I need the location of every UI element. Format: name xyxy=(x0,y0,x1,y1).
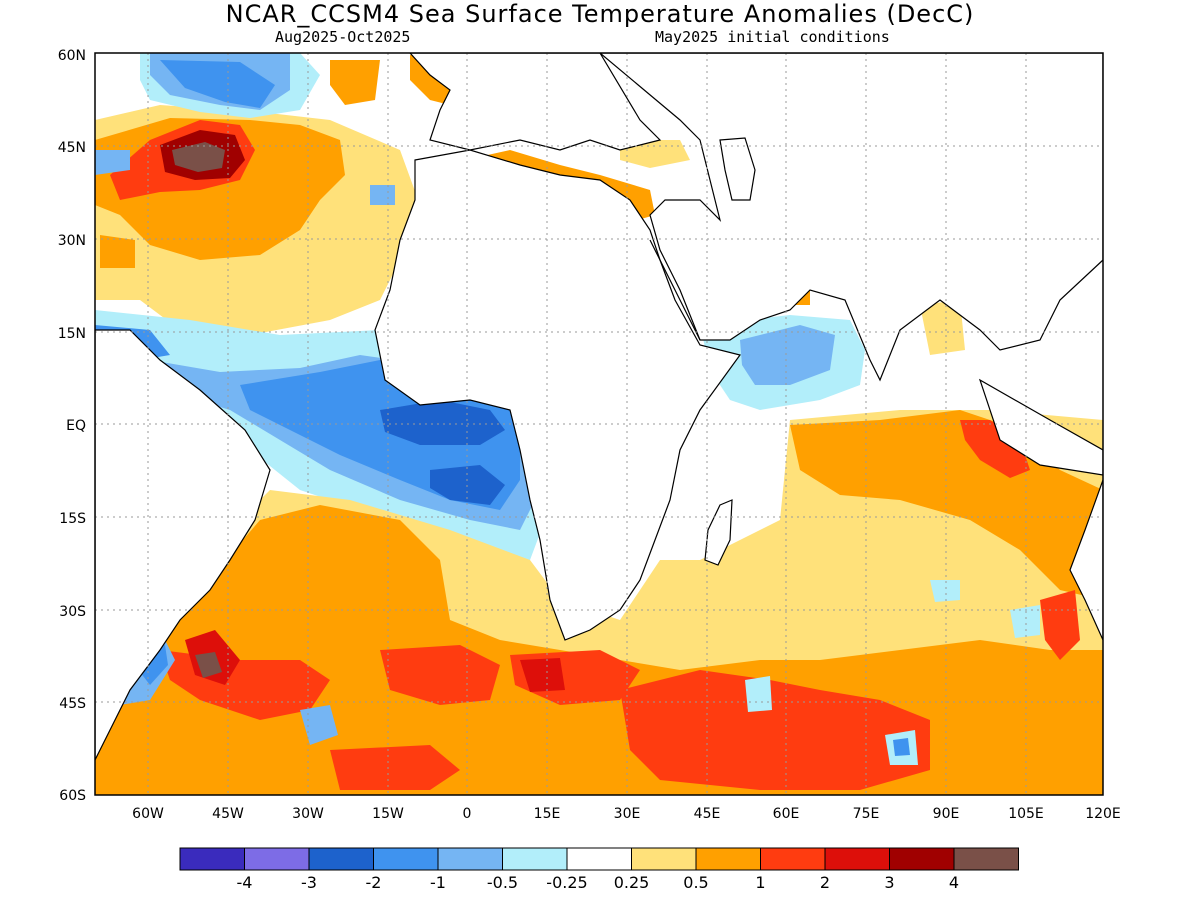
anomaly-region xyxy=(893,738,910,756)
sst-anomaly-field xyxy=(95,53,1103,795)
colorbar-tick-label: -3 xyxy=(301,873,317,892)
lon-label: 15W xyxy=(372,806,404,822)
anomaly-region xyxy=(300,705,338,745)
colorbar-swatch xyxy=(631,847,697,871)
lon-label: 105E xyxy=(1008,806,1044,822)
anomaly-region xyxy=(920,300,965,355)
colorbar-tick-label: 2 xyxy=(820,873,830,892)
latitude-labels: 60N 45N 30N 15N EQ 15S 30S 45S 60S xyxy=(58,48,86,804)
anomaly-region xyxy=(100,235,135,268)
anomaly-region xyxy=(195,652,222,678)
asia-landmass xyxy=(599,53,1103,382)
lat-label: 15N xyxy=(58,326,86,342)
colorbar-swatch xyxy=(502,847,568,871)
colorbar-tick-label: 0.25 xyxy=(614,873,650,892)
forecast-period: Aug2025-Oct2025 xyxy=(275,28,411,46)
anomaly-region xyxy=(520,658,565,692)
europe-landmass xyxy=(409,53,662,151)
anomaly-region xyxy=(95,150,130,175)
colorbar-legend: -4 -3 -2 -1 -0.5 -0.25 0.25 0.5 1 2 3 4 xyxy=(179,847,1019,892)
colorbar-tick-label: -2 xyxy=(366,873,382,892)
anomaly-region xyxy=(370,185,395,205)
lon-label: 60W xyxy=(132,806,164,822)
lon-label: 90E xyxy=(933,806,960,822)
colorbar-tick-label: -4 xyxy=(237,873,253,892)
colorbar-tick-label: 1 xyxy=(755,873,765,892)
map-frame xyxy=(94,52,1104,796)
lat-label: 60N xyxy=(58,48,86,64)
graticule xyxy=(95,53,1103,795)
longitude-labels: 60W 45W 30W 15W 0 15E 30E 45E 60E 75E 90… xyxy=(132,806,1121,822)
colorbar-swatch xyxy=(566,847,632,871)
caspian-sea xyxy=(719,137,756,201)
colorbar-swatch xyxy=(308,847,374,871)
madagascar-landmass xyxy=(704,499,733,566)
anomaly-region xyxy=(1010,605,1040,638)
anomaly-region xyxy=(172,142,225,172)
lat-label: 60S xyxy=(59,788,86,804)
colorbar-tick-label: 4 xyxy=(949,873,959,892)
anomaly-region xyxy=(740,325,835,385)
colorbar-swatch xyxy=(244,847,310,871)
colorbar-swatch xyxy=(373,847,439,871)
lon-label: 0 xyxy=(463,806,472,822)
lon-label: 30E xyxy=(614,806,641,822)
colorbar-swatch xyxy=(953,847,1019,871)
lon-label: 45W xyxy=(212,806,244,822)
colorbar-swatch xyxy=(760,847,826,871)
anomaly-region xyxy=(745,676,772,712)
anomaly-region xyxy=(960,420,1030,478)
anomaly-region xyxy=(380,400,505,445)
colorbar-tick-label: 0.5 xyxy=(683,873,708,892)
anomaly-region xyxy=(620,140,690,168)
lat-label: 45N xyxy=(58,140,86,156)
lon-label: 30W xyxy=(292,806,324,822)
lat-label: EQ xyxy=(66,418,86,434)
anomaly-region xyxy=(380,645,500,705)
colorbar-swatch xyxy=(437,847,503,871)
colorbar-swatch xyxy=(179,847,245,871)
colorbar-tick-label: -0.25 xyxy=(546,873,587,892)
colorbar-swatch xyxy=(695,847,761,871)
colorbar-tick-label: -0.5 xyxy=(487,873,518,892)
lon-label: 75E xyxy=(853,806,880,822)
colorbar-tick-label: 3 xyxy=(884,873,894,892)
lat-label: 30N xyxy=(58,233,86,249)
anomaly-region xyxy=(930,580,960,602)
indonesia-landmass xyxy=(978,378,1103,476)
colorbar-swatch xyxy=(889,847,955,871)
australia-landmass xyxy=(1069,479,1103,641)
anomaly-region xyxy=(330,60,380,105)
lat-label: 45S xyxy=(59,696,86,712)
map-title: NCAR_CCSM4 Sea Surface Temperature Anoma… xyxy=(225,0,975,28)
lon-label: 45E xyxy=(694,806,721,822)
anomaly-region xyxy=(620,670,930,790)
initial-conditions: May2025 initial conditions xyxy=(655,28,890,46)
lon-label: 60E xyxy=(773,806,800,822)
lon-label: 120E xyxy=(1085,806,1121,822)
south-america-landmass xyxy=(95,329,271,761)
colorbar-tick-label: -1 xyxy=(430,873,446,892)
lon-label: 15E xyxy=(534,806,561,822)
lat-label: 15S xyxy=(59,511,86,527)
colorbar-swatch xyxy=(824,847,890,871)
anomaly-region xyxy=(330,745,460,790)
lat-label: 30S xyxy=(59,604,86,620)
anomaly-region xyxy=(1040,590,1080,660)
anomaly-region xyxy=(160,60,275,108)
red-sea xyxy=(649,239,701,341)
